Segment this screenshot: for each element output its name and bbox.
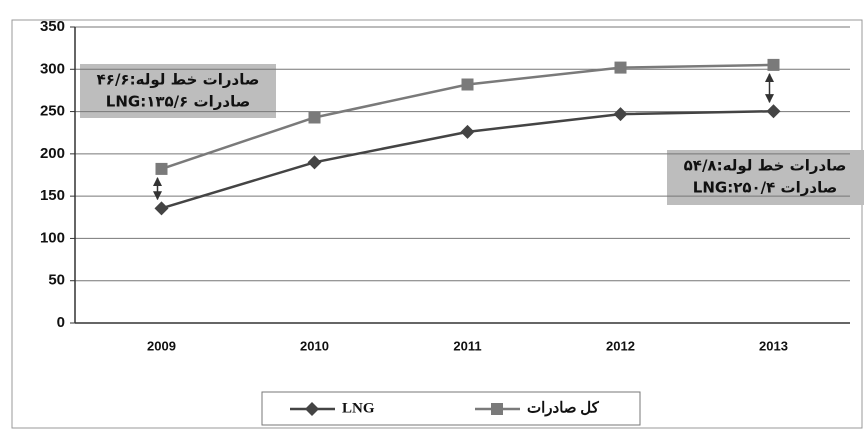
x-tick-label: 2012: [606, 338, 635, 353]
point: [767, 58, 780, 71]
annotation: صادرات خط لوله:۵۴/۸: [684, 157, 847, 175]
point: [308, 111, 321, 124]
legend-marker: [305, 402, 319, 416]
annotation: صادرات LNG:۱۳۵/۶: [106, 93, 250, 111]
x-tick-label: 2009: [147, 338, 176, 353]
x-tick-label: 2011: [453, 338, 481, 353]
annotation: صادرات LNG:۲۵۰/۴: [693, 179, 837, 197]
annotation-box: [80, 64, 276, 118]
annotation: صادرات خط لوله:۴۶/۶: [97, 71, 260, 89]
x-tick-label: 2010: [300, 338, 329, 353]
y-tick-label: 250: [40, 103, 65, 120]
point: [154, 201, 169, 216]
point: [766, 104, 781, 119]
legend-label: کل صادرات: [527, 400, 600, 416]
y-tick-label: 150: [40, 187, 65, 204]
point: [307, 155, 322, 170]
point: [155, 162, 168, 175]
point: [461, 78, 474, 91]
y-tick-label: 350: [40, 18, 65, 35]
point: [613, 107, 628, 122]
y-tick-label: 100: [40, 229, 65, 246]
point: [614, 61, 627, 74]
frame: [11, 19, 863, 429]
point: [460, 124, 475, 139]
legend-label: LNG: [342, 400, 375, 416]
legend-marker: [491, 403, 503, 415]
y-tick-label: 50: [48, 272, 65, 289]
y-tick-label: 0: [57, 314, 65, 331]
y-tick-label: 300: [40, 60, 65, 77]
y-tick-label: 200: [40, 145, 65, 162]
x-tick-label: 2013: [759, 338, 788, 353]
